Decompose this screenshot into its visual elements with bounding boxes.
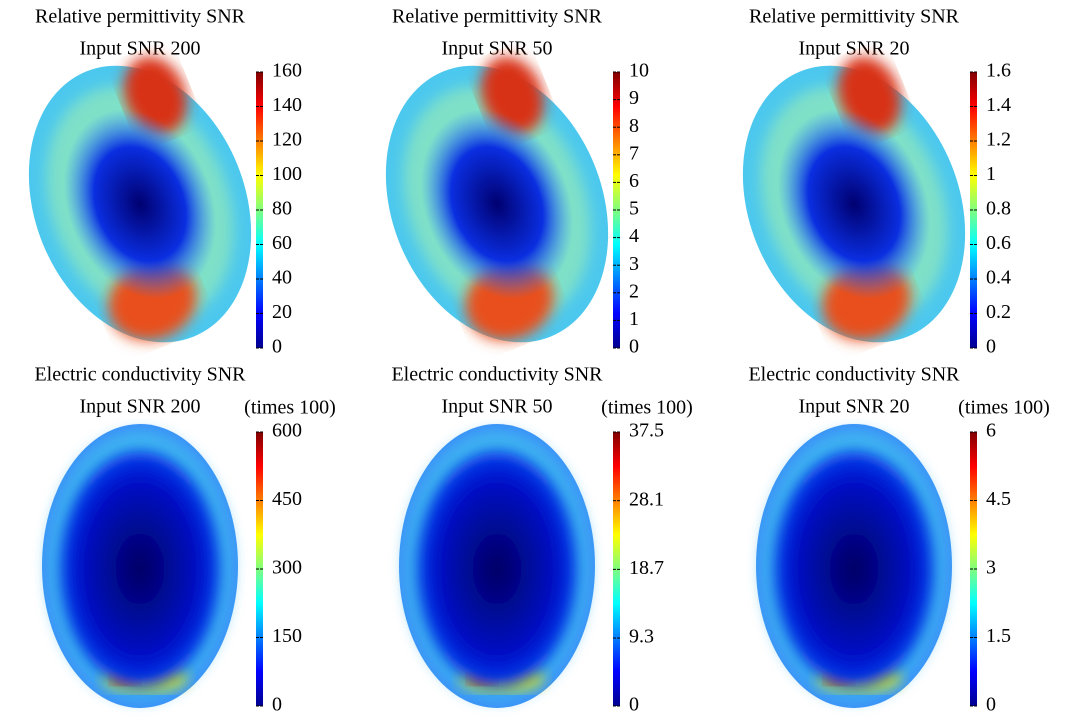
- panel: Electric conductivity SNR Input SNR 200 (t…: [34, 364, 335, 716]
- panel-subtitle: Input SNR 50: [441, 396, 552, 418]
- head-core: [417, 451, 577, 687]
- colorbar-tick-label: 0: [272, 336, 282, 358]
- colorbar-tick-label: 6: [629, 170, 639, 192]
- colorbar-tick-label: 60: [272, 232, 292, 254]
- panel-title: Relative permittivity SNR: [392, 6, 603, 28]
- colorbar-tick-label: 600: [272, 420, 302, 442]
- panel: Electric conductivity SNR Input SNR 20 (ti…: [748, 364, 1049, 716]
- colorbar-label: (times 100): [601, 397, 693, 419]
- head-image: [42, 424, 238, 708]
- colorbar-tick-label: 4: [629, 225, 639, 247]
- panel: Relative permittivity SNR Input SNR 20 0 0.…: [703, 6, 1011, 376]
- panel: Relative permittivity SNR Input SNR 50 0 1 2…: [346, 6, 649, 376]
- head-image: [399, 424, 595, 708]
- colorbar-tick-label: 3: [629, 253, 639, 275]
- panel-subtitle: Input SNR 20: [798, 396, 909, 418]
- colorbar-tick-label: 3: [986, 557, 996, 579]
- panel-subtitle: Input SNR 200: [79, 396, 200, 418]
- colorbar-tick-label: 40: [272, 267, 292, 289]
- colorbar-tick-label: 37.5: [629, 420, 664, 442]
- colorbar-tick-label: 2: [629, 280, 639, 302]
- colorbar-tick-label: 160: [272, 60, 302, 82]
- colorbar-tick-label: 80: [272, 198, 292, 220]
- colorbar-tick-label: 10: [629, 60, 649, 82]
- panel: Relative permittivity SNR Input SNR 200 0 2…: [0, 6, 302, 376]
- colorbar-tick-label: 300: [272, 557, 302, 579]
- colorbar-tick-label: 9: [629, 87, 639, 109]
- head-image: [703, 32, 1005, 376]
- colorbar-tick-label: 0.4: [986, 267, 1011, 289]
- colorbar-tick-label: 7: [629, 142, 639, 164]
- panel-subtitle: Input SNR 50: [441, 38, 552, 60]
- colorbar-tick-label: 8: [629, 115, 639, 137]
- colorbar-label: (times 100): [244, 397, 336, 419]
- panel-subtitle: Input SNR 20: [798, 38, 909, 60]
- colorbar-tick-label: 4.5: [986, 488, 1011, 510]
- head-core: [60, 451, 220, 687]
- colorbar-tick-label: 0: [629, 336, 639, 358]
- colorbar-tick-label: 120: [272, 129, 302, 151]
- colorbar-tick-label: 1.4: [986, 94, 1011, 116]
- figure: Relative permittivity SNRInput SNR 20002…: [0, 0, 1072, 720]
- colorbar-tick-label: 1: [629, 308, 639, 330]
- colorbar-tick-label: 150: [272, 625, 302, 647]
- colorbar-tick-label: 1: [986, 163, 996, 185]
- colorbar-tick-label: 0.8: [986, 198, 1011, 220]
- colorbar-tick-label: 0: [272, 694, 282, 716]
- colorbar-tick-label: 140: [272, 94, 302, 116]
- colorbar-tick-label: 1.2: [986, 129, 1011, 151]
- colorbar-tick-label: 0.6: [986, 232, 1011, 254]
- colorbar-tick-label: 1.6: [986, 60, 1011, 82]
- colorbar-tick-label: 28.1: [629, 488, 664, 510]
- colorbar-tick-label: 100: [272, 163, 302, 185]
- head-image: [0, 32, 291, 376]
- head-image: [346, 32, 648, 376]
- head-image: [756, 424, 952, 708]
- colorbar-tick-label: 1.5: [986, 625, 1011, 647]
- panel-title: Electric conductivity SNR: [34, 364, 246, 386]
- colorbar-tick-label: 0: [986, 694, 996, 716]
- panel-subtitle: Input SNR 200: [79, 38, 200, 60]
- colorbar-tick-label: 20: [272, 301, 292, 323]
- colorbar-tick-label: 0: [629, 694, 639, 716]
- colorbar-tick-label: 0.2: [986, 301, 1011, 323]
- colorbar-tick-label: 6: [986, 420, 996, 442]
- panel: Electric conductivity SNR Input SNR 50 (ti…: [391, 364, 692, 716]
- colorbar-tick-label: 5: [629, 198, 639, 220]
- colorbar-tick-label: 18.7: [629, 557, 664, 579]
- colorbar-tick-label: 450: [272, 488, 302, 510]
- colorbar-tick-label: 0: [986, 336, 996, 358]
- head-core: [774, 451, 934, 687]
- panel-title: Electric conductivity SNR: [391, 364, 603, 386]
- colorbar-tick-label: 9.3: [629, 626, 654, 648]
- panel-title: Electric conductivity SNR: [748, 364, 960, 386]
- colorbar-label: (times 100): [958, 397, 1050, 419]
- panel-title: Relative permittivity SNR: [35, 6, 246, 28]
- panel-title: Relative permittivity SNR: [749, 6, 960, 28]
